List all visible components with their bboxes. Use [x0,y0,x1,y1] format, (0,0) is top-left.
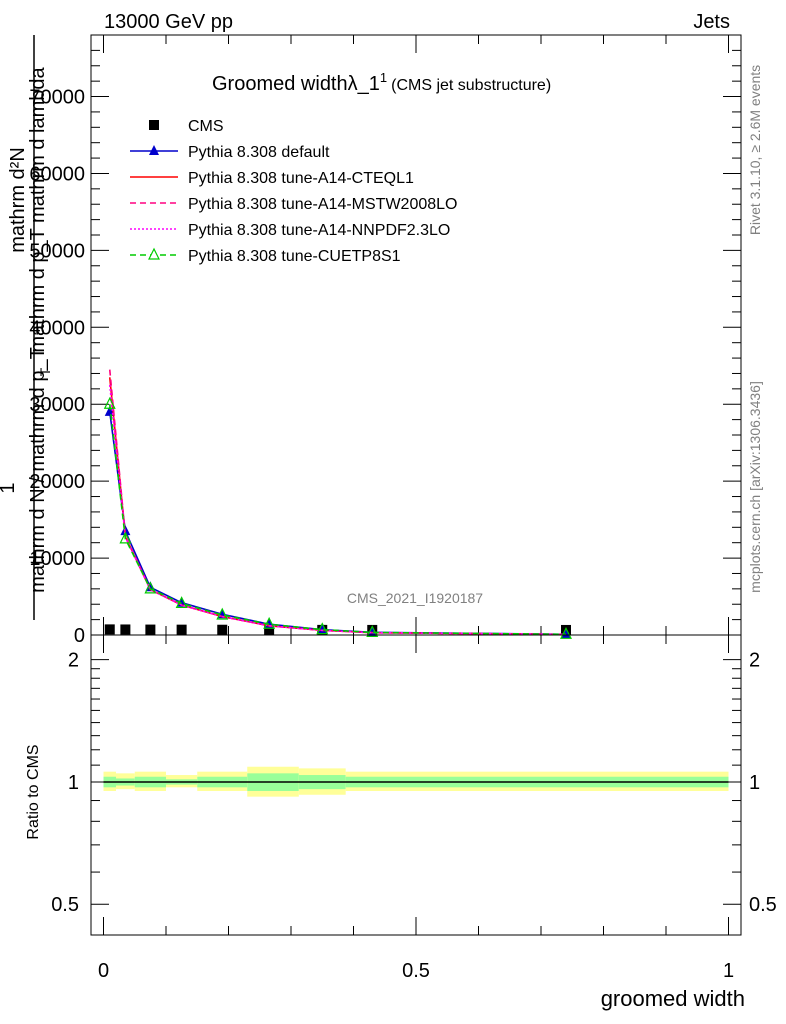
legend-marker [149,120,159,130]
ratio-y-tick-label-right: 2 [749,650,760,672]
category-label: Jets [693,11,730,33]
cms-data-point [145,624,156,635]
legend-label: Pythia 8.308 tune-A14-CTEQL1 [188,170,414,187]
series-point [316,622,329,635]
y-tick-label: 50000 [29,240,85,262]
ylabel-den-1: mathrm d N / mathrm d p_T [27,347,49,593]
legend-label: CMS [188,118,224,135]
series-point [175,596,188,609]
ratio-y-tick-label-right: 0.5 [749,894,777,916]
series-line [108,369,567,636]
ratio-y-tick-label: 2 [68,650,79,672]
mcplots-label: mcplots.cern.ch [arXiv:1306.3436] [747,381,763,593]
series-line [108,377,567,636]
ratio-y-tick-label: 1 [68,772,79,794]
rivet-label: Rivet 3.1.10, ≥ 2.6M events [747,65,763,235]
series-point [560,626,572,639]
y-tick-label: 60000 [29,163,85,185]
legend-label: Pythia 8.308 default [188,144,330,161]
ylabel-num-1: mathrm d²N [7,147,29,253]
cms-data-point [217,624,228,635]
legend-label: Pythia 8.308 tune-CUETP8S1 [188,248,401,265]
x-tick-label: 1 [723,960,734,982]
ratio-ylabel: Ratio to CMS [25,744,42,839]
series-point [561,628,571,639]
main-series [103,369,572,639]
series-line [108,411,567,636]
ylabel-num-2: mathrm d p_T mathrm d lambda [27,66,49,352]
x-tick-label: 0.5 [402,960,430,982]
series-point [216,607,229,620]
ratio-y-tick-label: 0.5 [51,894,79,916]
x-axis-label: groomed width [601,986,745,1011]
title-subtitle: (CMS jet substructure) [391,77,551,94]
ylabel-sub-t: T [37,367,53,376]
title-symbol: λ_1 [348,73,380,95]
series-point [366,625,379,638]
title-text: Groomed width [212,73,348,95]
cms-data-point [104,624,115,635]
series-point [119,531,132,544]
cms-data-point [176,624,187,635]
cms-data-point [120,624,131,635]
y-tick-label: 20000 [29,471,85,493]
watermark: CMS_2021_I1920187 [347,590,483,606]
series-point [103,396,116,409]
y-tick-label: 40000 [29,317,85,339]
main-axes: 0 10000 20000 30000 40000 50000 60000 70000 [29,35,741,647]
series-line [108,404,567,636]
energy-label: 13000 GeV pp [104,11,233,33]
y-axis-label-upper: mathrm d²N mathrm d p_T mathrm d lambda … [0,35,53,620]
ylabel-one: 1 [0,482,19,493]
legend-label: Pythia 8.308 tune-A14-NNPDF2.3LO [188,222,450,239]
legend: CMS Pythia 8.308 default Pythia 8.308 tune… [130,118,457,265]
y-tick-label: 30000 [29,394,85,416]
cms-data-point [264,624,275,635]
main-title: Groomed widthλ_11 (CMS jet substructure) [212,70,551,95]
series-point [367,626,378,637]
ratio-y-tick-label-right: 1 [749,772,760,794]
y-tick-label: 10000 [29,548,85,570]
y-tick-label: 70000 [29,87,85,109]
x-tick-label: 0 [98,960,109,982]
series-line [108,384,567,636]
series-point [144,581,157,594]
legend-marker [149,145,159,155]
series-point [263,616,276,629]
ratio-bands [103,766,729,797]
y-tick-label: 0 [74,625,85,647]
legend-marker [148,247,160,260]
ratio-axes: 0.5 0.5 1 1 2 2 0 0.5 1 [51,635,777,982]
legend-label: Pythia 8.308 tune-A14-MSTW2008LO [188,196,457,213]
title-sup: 1 [380,70,387,85]
